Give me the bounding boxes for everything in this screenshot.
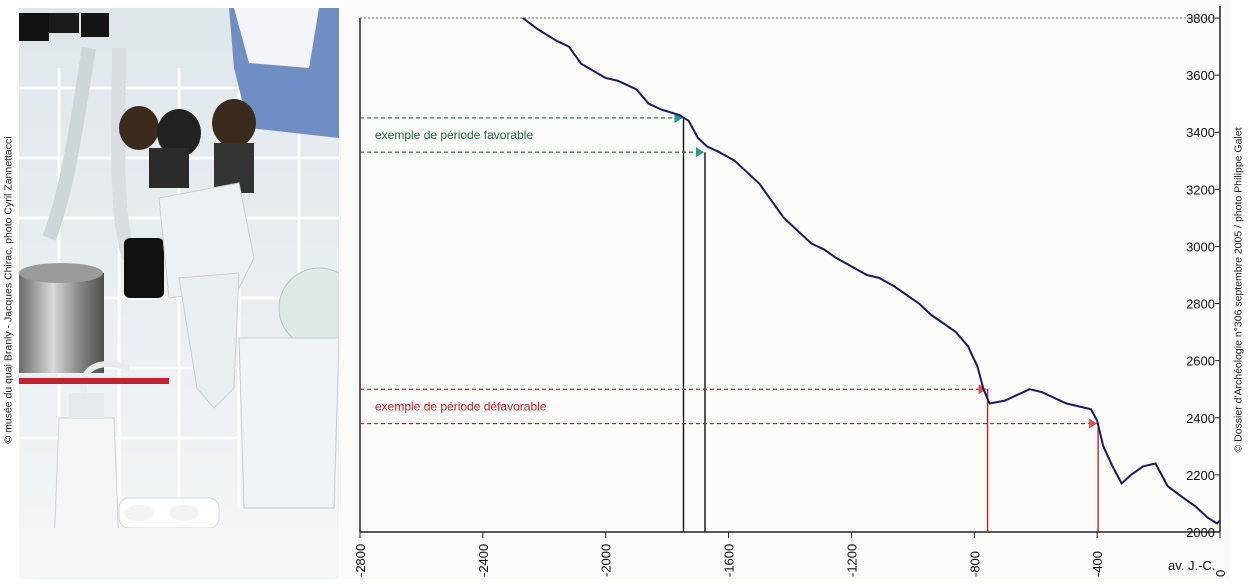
- laboratory-photo: [19, 8, 339, 579]
- y-tick-label: 3800: [1186, 11, 1215, 26]
- x-tick-label: -400: [1090, 551, 1105, 577]
- chart-annotations: exemple de période favorable exemple de p…: [360, 112, 1099, 532]
- annotation-label: exemple de période défavorable: [375, 399, 547, 413]
- y-tick-label: 2800: [1186, 297, 1215, 312]
- y-tick-label: 2400: [1186, 411, 1215, 426]
- photo-credit-right: © Dossier d'Archéologie n°306 septembre …: [1230, 0, 1248, 579]
- annotation-arrow: [696, 147, 704, 158]
- lab-glassware-photo-icon: [19, 8, 339, 579]
- y-tick-label: 3200: [1186, 182, 1215, 197]
- x-tick-label: -800: [967, 551, 982, 577]
- x-axis-label: av. J.-C.: [1168, 558, 1215, 573]
- chart-panel: exemple de période favorable exemple de p…: [340, 0, 1230, 579]
- y-tick-label: 3600: [1186, 68, 1215, 83]
- photo-credit-left-text: © musée du quai Branly - Jacques Chirac,…: [3, 135, 16, 444]
- x-tick-label: -2800: [353, 544, 368, 577]
- series-line: [522, 17, 1221, 525]
- chart-ticks: -2800 -2400 -2000 -1600 -1200 -800 -400 0 2000 22…: [353, 11, 1228, 577]
- y-tick-label: 2000: [1186, 525, 1215, 540]
- x-tick-label: -1200: [844, 544, 859, 577]
- x-tick-label: -2400: [476, 544, 491, 577]
- chart-series: [522, 17, 1221, 525]
- y-tick-label: 3000: [1186, 239, 1215, 254]
- x-tick-label: -2000: [599, 544, 614, 577]
- annotation-arrow: [1089, 418, 1098, 429]
- annotation-label: exemple de période favorable: [375, 128, 533, 142]
- photo-credit-right-text: © Dossier d'Archéologie n°306 septembre …: [1233, 126, 1245, 453]
- annotation-arrow: [674, 112, 683, 123]
- chart-axes: [359, 6, 1221, 533]
- y-tick-label: 3400: [1186, 125, 1215, 140]
- x-tick-label: -1600: [722, 544, 737, 577]
- y-tick-label: 2200: [1186, 468, 1215, 483]
- x-tick-label: 0: [1213, 570, 1228, 577]
- photo-credit-left: © musée du quai Branly - Jacques Chirac,…: [0, 0, 18, 579]
- y-tick-label: 2600: [1186, 354, 1215, 369]
- line-chart: exemple de période favorable exemple de p…: [340, 0, 1230, 579]
